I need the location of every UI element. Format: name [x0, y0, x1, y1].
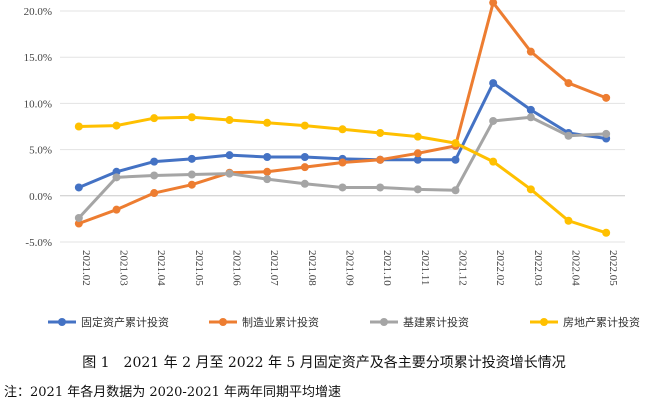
data-point — [187, 170, 196, 179]
data-point — [187, 180, 196, 189]
data-point — [225, 151, 234, 160]
x-tick-label: 2021.09 — [344, 250, 356, 286]
data-point — [451, 139, 460, 148]
data-point — [300, 163, 309, 172]
data-point — [413, 132, 422, 141]
data-point — [74, 219, 83, 228]
x-tick-label: 2021.05 — [193, 250, 205, 286]
data-point — [300, 121, 309, 130]
data-point — [112, 173, 121, 182]
x-tick-label: 2021.12 — [457, 250, 469, 286]
data-point — [526, 47, 535, 56]
legend-swatch-marker — [219, 318, 227, 326]
data-point — [489, 116, 498, 125]
x-tick-label: 2021.02 — [80, 250, 92, 286]
legend-label: 房地产累计投资 — [563, 315, 640, 329]
data-point — [300, 152, 309, 161]
series-3 — [74, 113, 611, 222]
y-axis-tick-labels: 20.0% 15.0% 10.0% 5.0% 0.0% -5.0% — [24, 6, 52, 249]
legend-item: 固定资产累计投资 — [48, 315, 169, 329]
data-point — [451, 155, 460, 164]
figure-note: 注：2021 年各月数据为 2020-2021 年两年同期平均增速 — [4, 385, 342, 400]
series-line — [78, 81, 607, 189]
data-point — [263, 152, 272, 161]
legend-item: 制造业累计投资 — [209, 315, 319, 329]
data-point — [489, 157, 498, 166]
x-tick-label: 2021.06 — [231, 250, 243, 286]
legend-swatch-marker — [58, 318, 66, 326]
x-tick-label: 2021.03 — [118, 250, 130, 286]
y-tick-label: 10.0% — [24, 98, 52, 110]
line-chart: 20.0%15.0%10.0%5.0%0.0%-5.0% 2021.02 2021… — [24, 0, 640, 329]
data-point — [413, 185, 422, 194]
data-point — [74, 183, 83, 192]
data-point — [263, 175, 272, 184]
y-tick-label: -5.0% — [25, 237, 52, 249]
legend-item: 基建累计投资 — [370, 315, 469, 329]
x-tick-label: 2022.02 — [494, 250, 506, 286]
data-point — [602, 93, 611, 102]
legend-label: 制造业累计投资 — [242, 315, 319, 329]
legend-item: 房地产累计投资 — [530, 315, 640, 329]
data-point — [564, 79, 573, 88]
x-tick-label: 2021.10 — [381, 250, 393, 286]
data-point — [338, 183, 347, 192]
series-4 — [74, 113, 611, 237]
data-point — [263, 167, 272, 176]
data-point — [602, 228, 611, 237]
y-tick-label: 15.0% — [24, 52, 52, 64]
data-point — [150, 189, 159, 198]
legend-swatch-marker — [380, 318, 388, 326]
data-point — [376, 155, 385, 164]
data-point — [112, 167, 121, 176]
data-point — [376, 128, 385, 137]
x-tick-label: 2022.03 — [532, 250, 544, 286]
legend-label: 固定资产累计投资 — [81, 315, 169, 329]
data-point — [150, 114, 159, 123]
legend-label: 基建累计投资 — [403, 315, 469, 329]
series-lines — [74, 0, 611, 237]
x-tick-label: 2021.04 — [155, 250, 167, 286]
x-tick-label: 2021.07 — [268, 250, 280, 286]
x-tick-label: 2021.11 — [419, 250, 431, 285]
x-tick-label: 2022.04 — [570, 250, 582, 286]
data-point — [150, 171, 159, 180]
data-point — [526, 113, 535, 122]
data-point — [150, 157, 159, 166]
data-point — [187, 113, 196, 122]
data-point — [338, 158, 347, 167]
data-point — [564, 216, 573, 225]
data-point — [451, 186, 460, 195]
x-tick-label: 2022.05 — [607, 250, 619, 286]
data-point — [300, 179, 309, 188]
data-point — [489, 0, 498, 7]
data-point — [225, 169, 234, 178]
data-point — [413, 149, 422, 158]
data-point — [376, 183, 385, 192]
y-tick-label: 0.0% — [29, 191, 52, 203]
data-point — [489, 79, 498, 88]
y-tick-label: 20.0% — [24, 6, 52, 18]
figure-caption: 图 1 2021 年 2 月至 2022 年 5 月固定资产及各主要分项累计投资… — [82, 355, 566, 371]
data-point — [602, 129, 611, 138]
data-point — [413, 155, 422, 164]
x-axis-tick-labels: 2021.02 2021.03 2021.04 2021.05 2021.06 2021.… — [80, 250, 619, 286]
data-point — [187, 154, 196, 163]
data-point — [112, 205, 121, 214]
data-point — [526, 185, 535, 194]
data-point — [263, 118, 272, 127]
legend: 固定资产累计投资 制造业累计投资 基建累计投资 房地产累计投资 — [48, 315, 640, 329]
data-point — [338, 125, 347, 134]
data-point — [112, 121, 121, 130]
data-point — [74, 122, 83, 131]
data-point — [526, 105, 535, 114]
data-point — [225, 116, 234, 125]
data-point — [564, 131, 573, 140]
data-point — [74, 213, 83, 222]
legend-swatch-marker — [540, 318, 548, 326]
x-tick-label: 2021.08 — [306, 250, 318, 286]
y-tick-label: 5.0% — [29, 145, 52, 157]
